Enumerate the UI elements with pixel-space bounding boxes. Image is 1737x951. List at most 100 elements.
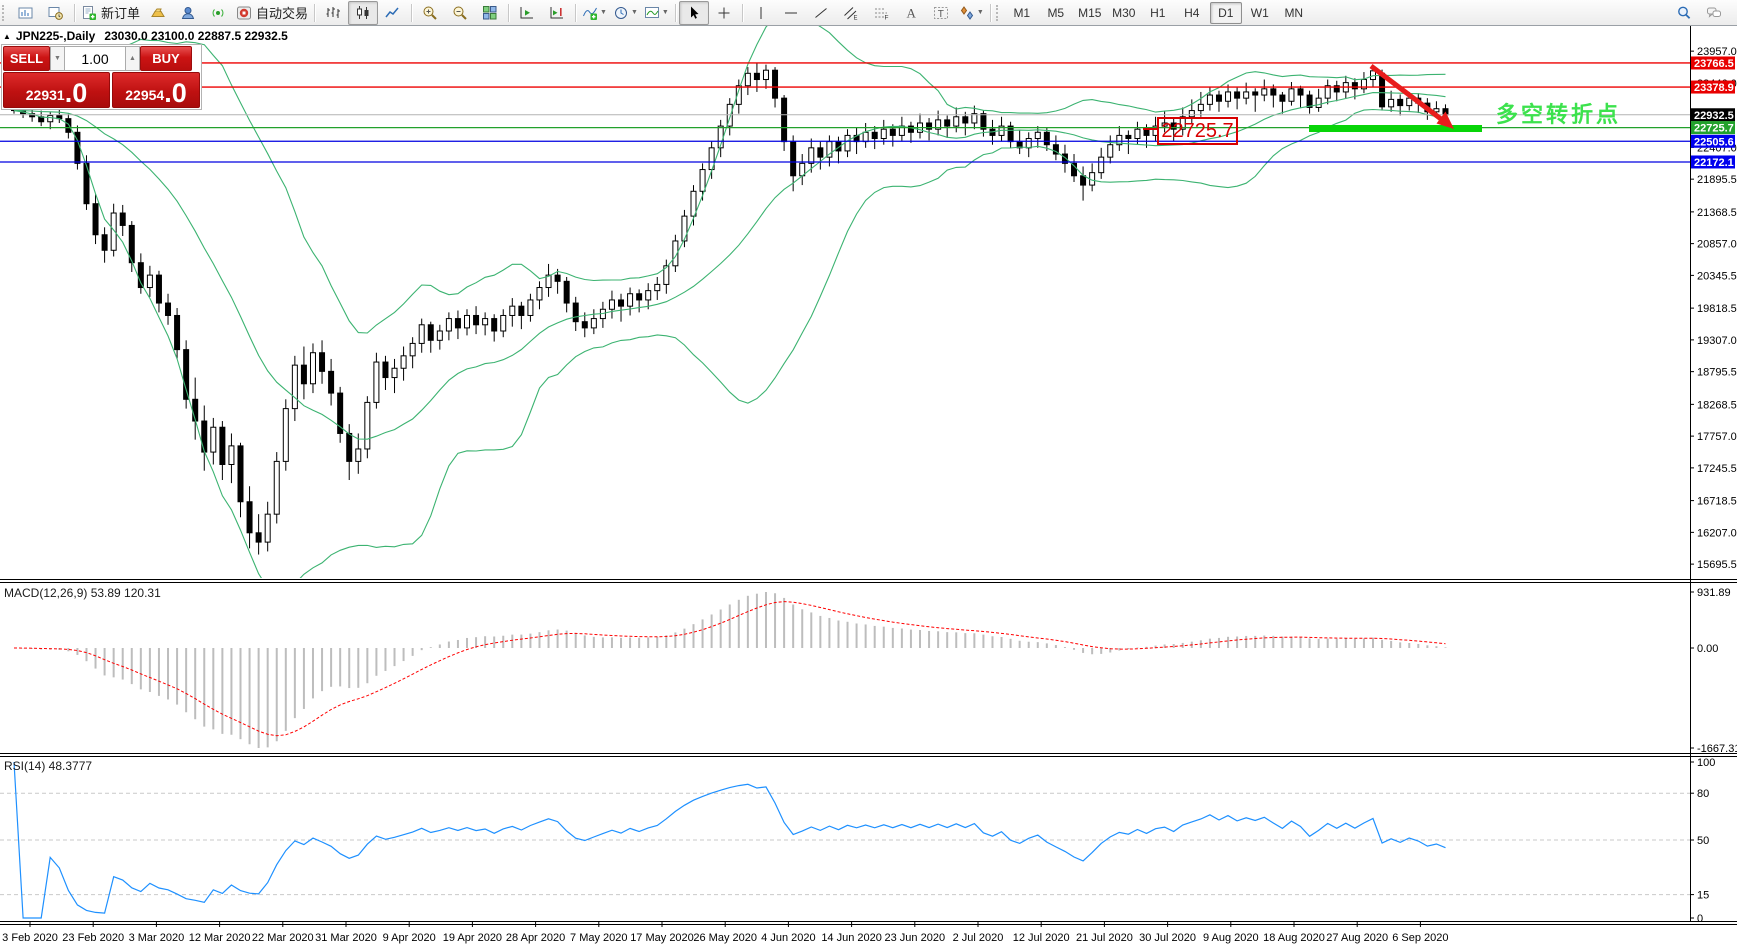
market-watch-icon	[151, 8, 165, 17]
timeframe-d1-button[interactable]: D1	[1209, 1, 1242, 24]
indicators-button[interactable]: ▼	[579, 1, 610, 25]
fibonacci-button[interactable]: F	[866, 1, 896, 25]
svg-text:21368.5: 21368.5	[1697, 207, 1737, 219]
svg-text:17245.5: 17245.5	[1697, 463, 1737, 475]
new-order-button[interactable]: 新订单	[78, 1, 143, 25]
market-watch-button[interactable]	[143, 1, 173, 25]
timeframe-m30-button[interactable]: M30	[1112, 5, 1136, 20]
svg-text:31 Mar 2020: 31 Mar 2020	[315, 932, 377, 944]
timeframe-mn-button[interactable]: MN	[1284, 5, 1304, 20]
macd-panel[interactable]	[13, 592, 1447, 748]
chart-title: ▲ JPN225-,Daily 23030.0 23100.0 22887.5 …	[3, 29, 288, 43]
vertical-line-button[interactable]	[746, 1, 776, 25]
svg-text:15: 15	[1697, 890, 1709, 902]
sell-price-pips: .0	[64, 78, 88, 109]
autotrading-button[interactable]: 自动交易	[233, 1, 311, 25]
svg-text:19 Apr 2020: 19 Apr 2020	[443, 932, 502, 944]
timeframe-m15-button[interactable]: M15	[1078, 5, 1102, 20]
svg-text:22 Mar 2020: 22 Mar 2020	[252, 932, 314, 944]
new-chart-button[interactable]	[11, 1, 41, 25]
profiles-button[interactable]	[41, 1, 71, 25]
auto-scroll-button[interactable]	[512, 1, 542, 25]
candlestick-chart-button[interactable]	[348, 0, 379, 25]
svg-text:26 May 2020: 26 May 2020	[693, 932, 757, 944]
svg-text:18 Aug 2020: 18 Aug 2020	[1263, 932, 1325, 944]
svg-text:22932.5: 22932.5	[1694, 110, 1734, 122]
chat-button[interactable]	[1699, 1, 1729, 25]
volume-input[interactable]	[65, 46, 125, 71]
text-label-icon: T	[933, 6, 948, 20]
svg-text:A: A	[906, 5, 916, 20]
tile-windows-button[interactable]	[475, 1, 505, 25]
date-axis[interactable]: 3 Feb 2020 23 Feb 2020 3 Mar 2020 12 Mar 20…	[2, 922, 1449, 944]
tile-windows-icon	[483, 5, 497, 19]
trendline-icon	[815, 7, 827, 18]
macd-signal-line	[13, 601, 1446, 737]
svg-text:-1667.31: -1667.31	[1697, 743, 1737, 755]
text-icon: A	[906, 5, 916, 20]
volume-decrease-button[interactable]: ▼	[50, 46, 65, 71]
svg-text:19818.5: 19818.5	[1697, 303, 1737, 315]
line-chart-icon	[385, 7, 399, 17]
templates-button[interactable]: ▼	[641, 1, 672, 25]
signals-button[interactable]	[203, 1, 233, 25]
buy-price-display[interactable]: 22954.0	[112, 72, 200, 108]
panel-separators	[0, 26, 1737, 925]
line-chart-button[interactable]	[378, 1, 408, 25]
new-order-icon	[83, 5, 96, 20]
chart-symbol-period: JPN225-,Daily	[15, 29, 96, 43]
svg-text:23 Jun 2020: 23 Jun 2020	[885, 932, 946, 944]
one-click-collapse-icon[interactable]: ▲	[3, 32, 11, 41]
timeframe-h4-button[interactable]: H4	[1184, 5, 1200, 20]
svg-text:80: 80	[1697, 788, 1709, 800]
svg-text:4 Jun 2020: 4 Jun 2020	[761, 932, 815, 944]
text-label-button[interactable]: T	[926, 1, 956, 25]
svg-text:22725.7: 22725.7	[1694, 123, 1734, 135]
main-price-panel[interactable]	[11, 15, 1449, 593]
svg-text:15695.5: 15695.5	[1697, 559, 1737, 571]
channel-button[interactable]: E	[836, 1, 866, 25]
periods-button[interactable]: ▼	[610, 1, 641, 25]
svg-text:0: 0	[1697, 913, 1703, 925]
arrows-button[interactable]: ▼	[956, 1, 987, 25]
timeframe-m5-button[interactable]: M5	[1047, 5, 1065, 20]
sell-button[interactable]: SELL	[3, 46, 50, 71]
svg-text:50: 50	[1697, 835, 1709, 847]
svg-text:6 Sep 2020: 6 Sep 2020	[1392, 932, 1448, 944]
zoom-out-icon	[453, 6, 467, 20]
search-button[interactable]	[1669, 1, 1699, 25]
cursor-button[interactable]	[678, 0, 709, 25]
sell-price-main: 22931	[25, 87, 65, 103]
chat-icon	[1707, 7, 1721, 18]
svg-text:28 Apr 2020: 28 Apr 2020	[506, 932, 565, 944]
zoom-out-button[interactable]	[445, 1, 475, 25]
svg-text:E: E	[853, 15, 857, 21]
horizontal-line-icon	[784, 12, 797, 13]
zoom-in-button[interactable]	[415, 1, 445, 25]
bar-chart-icon	[326, 6, 341, 18]
candlestick-series	[11, 63, 1449, 555]
horizontal-line-button[interactable]	[776, 1, 806, 25]
svg-text:23957.0: 23957.0	[1697, 46, 1737, 58]
trendline-button[interactable]	[806, 1, 836, 25]
svg-text:9 Aug 2020: 9 Aug 2020	[1203, 932, 1259, 944]
bar-chart-button[interactable]	[318, 1, 348, 25]
svg-text:22172.1: 22172.1	[1694, 157, 1734, 169]
community-button[interactable]	[173, 1, 203, 25]
rsi-panel[interactable]	[0, 761, 1690, 919]
svg-text:18795.5: 18795.5	[1697, 367, 1737, 379]
buy-price-pips: .0	[164, 78, 187, 109]
timeframe-w1-button[interactable]: W1	[1250, 5, 1269, 20]
chart-shift-button[interactable]	[542, 1, 572, 25]
volume-increase-button[interactable]: ▲	[125, 46, 140, 71]
buy-button[interactable]: BUY	[140, 46, 192, 71]
svg-text:23766.5: 23766.5	[1694, 58, 1734, 70]
sell-price-display[interactable]: 22931.0	[3, 72, 110, 108]
timeframe-m1-button[interactable]: M1	[1013, 5, 1031, 20]
svg-text:16207.0: 16207.0	[1697, 527, 1737, 539]
text-button[interactable]: A	[896, 1, 926, 25]
crosshair-button[interactable]	[709, 1, 739, 25]
timeframe-h1-button[interactable]: H1	[1150, 5, 1166, 20]
svg-text:931.89: 931.89	[1697, 587, 1731, 599]
